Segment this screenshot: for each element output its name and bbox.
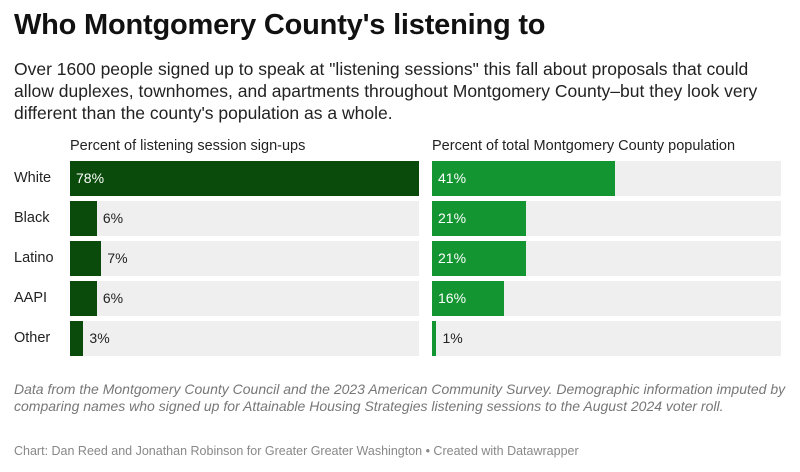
population-bar-black <box>432 201 526 236</box>
population-bar-white <box>432 161 616 196</box>
population-bar-latino <box>432 241 526 276</box>
bar-track: 21% <box>432 241 781 276</box>
population-value-black: 21% <box>438 210 467 226</box>
signup-bar-aapi <box>70 281 97 316</box>
signup-bar-latino <box>70 241 102 276</box>
population-value-white: 41% <box>438 170 467 186</box>
signup-bar-black <box>70 201 97 236</box>
bar-track: 3% <box>70 321 419 356</box>
population-bar-other <box>432 321 437 356</box>
signup-value-white: 78% <box>76 170 105 186</box>
row-label-latino: Latino <box>14 250 54 266</box>
chart-credit: Chart: Dan Reed and Jonathan Robinson fo… <box>14 444 579 458</box>
row-label-other: Other <box>14 330 51 346</box>
population-value-other: 1% <box>442 330 463 346</box>
population-value-latino: 21% <box>438 250 467 266</box>
bar-track: 1% <box>432 321 781 356</box>
row-label-black: Black <box>14 210 50 226</box>
bar-track: 41% <box>432 161 781 196</box>
signup-value-other: 3% <box>89 330 110 346</box>
signup-value-latino: 7% <box>107 250 128 266</box>
row-label-white: White <box>14 170 52 186</box>
chart-notes: Data from the Montgomery County Council … <box>14 381 786 414</box>
right-column-header: Percent of total Montgomery County popul… <box>432 138 736 154</box>
left-column-header: Percent of listening session sign-ups <box>70 138 306 154</box>
bar-track: 6% <box>70 281 419 316</box>
chart-title: Who Montgomery County's listening to <box>14 9 546 41</box>
signup-value-aapi: 6% <box>102 290 124 306</box>
chart-subtitle: Over 1600 people signed up to speak at "… <box>14 59 758 123</box>
population-value-aapi: 16% <box>438 290 467 306</box>
row-label-aapi: AAPI <box>14 290 48 306</box>
bar-track: 21% <box>432 201 781 236</box>
population-bar-aapi <box>432 281 504 316</box>
signup-value-black: 6% <box>102 210 124 226</box>
bar-track: 78% <box>70 161 419 196</box>
bar-track: 16% <box>432 281 781 316</box>
bar-track: 6% <box>70 201 419 236</box>
signup-bar-other <box>70 321 84 356</box>
bar-track: 7% <box>70 241 419 276</box>
signup-bar-white <box>70 161 419 196</box>
